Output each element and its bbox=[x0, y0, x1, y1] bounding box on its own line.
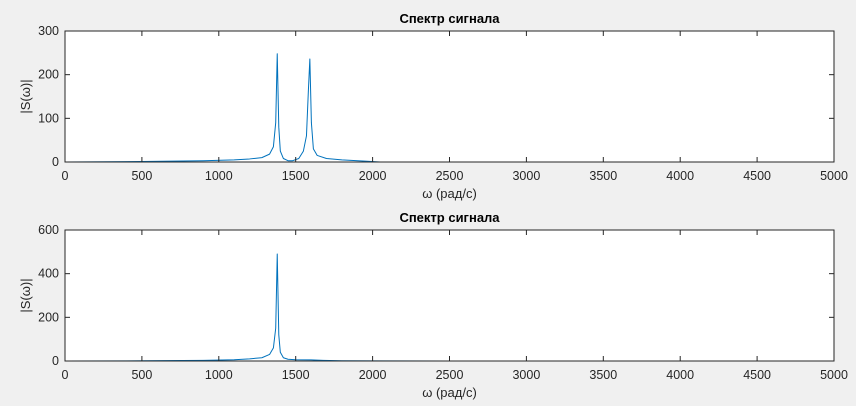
y-tick-label: 200 bbox=[38, 68, 59, 82]
x-tick-label: 1500 bbox=[282, 368, 310, 382]
y-tick-label: 0 bbox=[52, 354, 59, 368]
series-line bbox=[64, 253, 834, 362]
x-tick-label: 5000 bbox=[820, 368, 848, 382]
chart-title: Спектр сигнала bbox=[399, 210, 500, 225]
subplot-bottom: Спектр сигнала ω (рад/с) |S(ω)| 0 500 1000… bbox=[18, 210, 848, 400]
x-tick-label: 2000 bbox=[359, 169, 387, 183]
x-tick-label: 0 bbox=[62, 169, 69, 183]
x-tick-label: 1000 bbox=[205, 368, 233, 382]
x-tick-label: 4000 bbox=[666, 368, 694, 382]
x-tick-label: 2500 bbox=[436, 169, 464, 183]
x-tick-label: 1500 bbox=[282, 169, 310, 183]
x-tick-label: 5000 bbox=[820, 169, 848, 183]
y-axis-label: |S(ω)| bbox=[18, 278, 33, 312]
y-tick-label: 100 bbox=[38, 111, 59, 125]
x-tick-label: 3500 bbox=[589, 368, 617, 382]
x-tick-label: 2500 bbox=[436, 368, 464, 382]
subplot-top: Спектр сигнала ω (рад/с) |S(ω)| 0 500 1000… bbox=[18, 11, 848, 201]
y-tick-label: 400 bbox=[38, 267, 59, 281]
y-tick-label: 0 bbox=[52, 155, 59, 169]
x-tick-label: 500 bbox=[131, 169, 152, 183]
x-tick-label: 4500 bbox=[743, 368, 771, 382]
plot-area bbox=[65, 230, 834, 361]
y-tick-label: 600 bbox=[38, 223, 59, 237]
x-tick-label: 3000 bbox=[512, 368, 540, 382]
x-tick-label: 0 bbox=[62, 368, 69, 382]
y-axis-label: |S(ω)| bbox=[18, 79, 33, 113]
y-tick-label: 300 bbox=[38, 24, 59, 38]
x-tick-label: 1000 bbox=[205, 169, 233, 183]
chart-title: Спектр сигнала bbox=[399, 11, 500, 26]
x-axis-label: ω (рад/с) bbox=[422, 186, 477, 201]
x-tick-label: 4000 bbox=[666, 169, 694, 183]
x-tick-label: 2000 bbox=[359, 368, 387, 382]
x-axis-label: ω (рад/с) bbox=[422, 385, 477, 400]
plot-area bbox=[65, 31, 834, 162]
y-tick-label: 200 bbox=[38, 310, 59, 324]
x-tick-label: 500 bbox=[131, 368, 152, 382]
x-tick-label: 3500 bbox=[589, 169, 617, 183]
x-tick-label: 3000 bbox=[512, 169, 540, 183]
x-tick-label: 4500 bbox=[743, 169, 771, 183]
